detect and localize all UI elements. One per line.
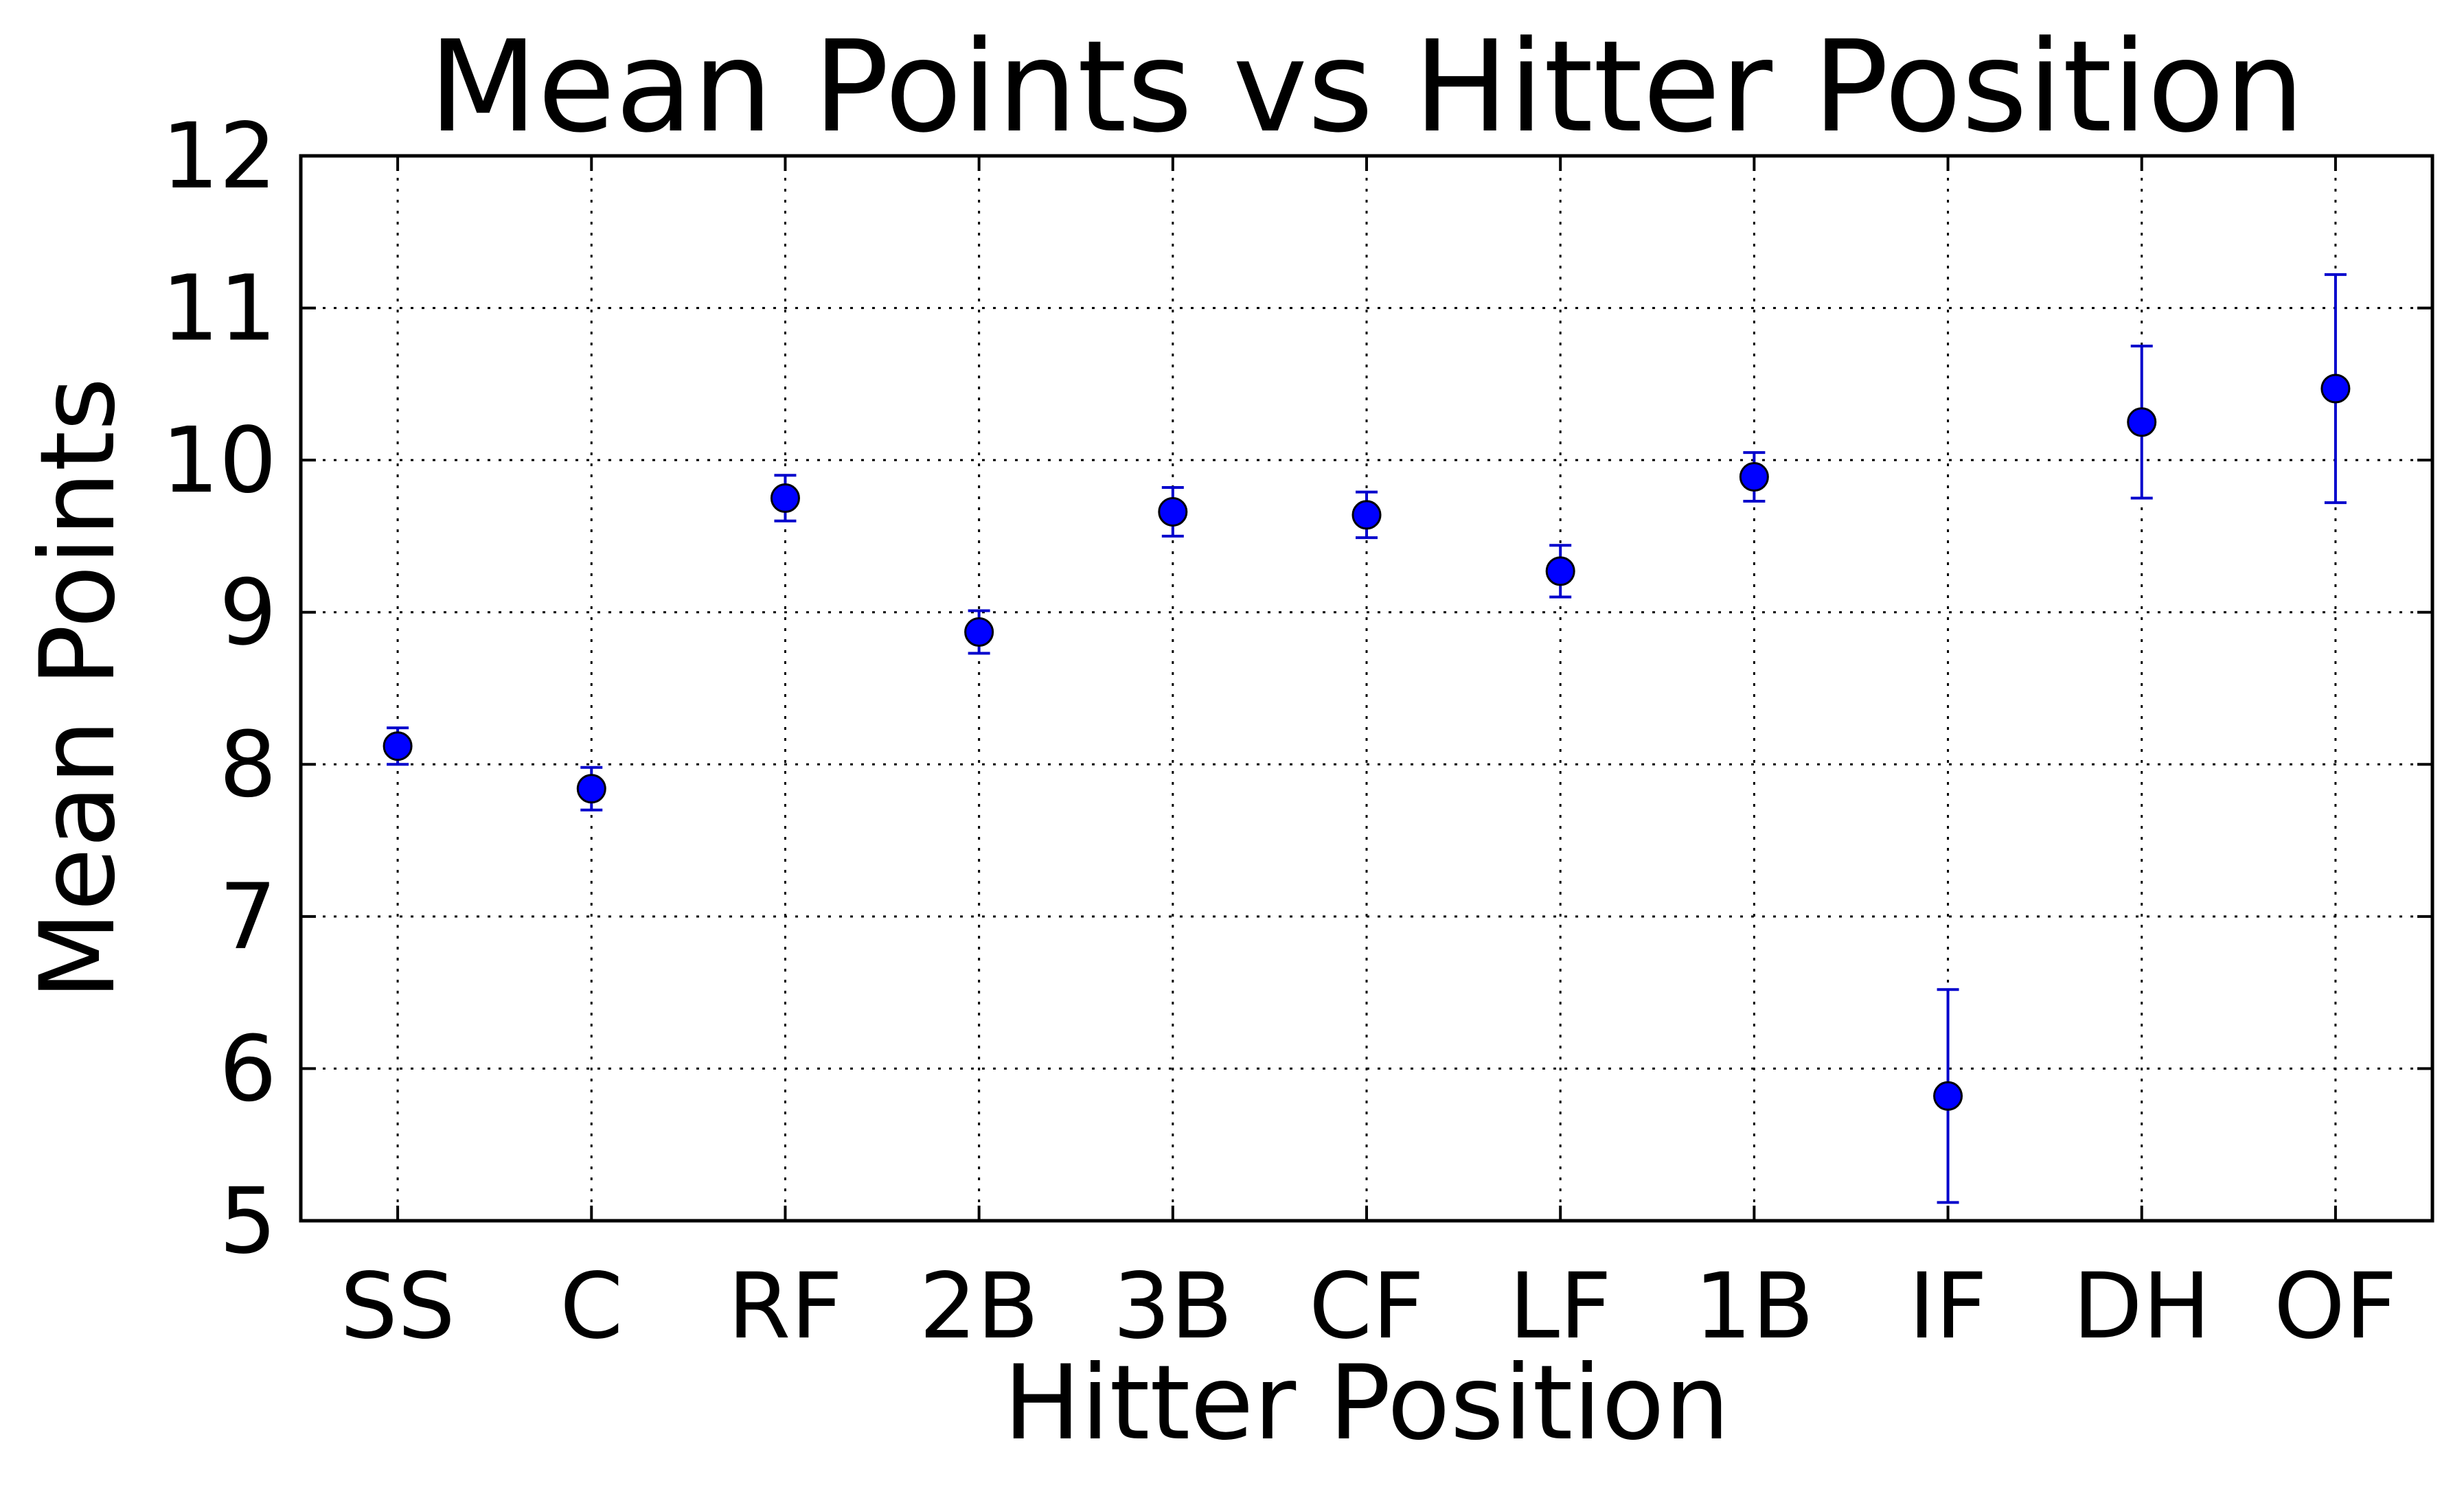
- y-tick-label: 10: [161, 408, 277, 514]
- y-tick-label: 9: [219, 560, 277, 666]
- x-tick-label: CF: [1309, 1254, 1424, 1359]
- data-point: [2320, 374, 2351, 404]
- x-tick-label: OF: [2274, 1254, 2397, 1359]
- x-tick-label: 3B: [1113, 1254, 1233, 1359]
- data-point: [1158, 496, 1188, 527]
- y-axis-ticks: 5 6 7 8 9 10 11 12: [161, 104, 2432, 1274]
- x-tick-label: C: [560, 1254, 623, 1359]
- x-axis-label: Hitter Position: [1003, 1344, 1730, 1463]
- data-point: [1545, 556, 1575, 586]
- x-tick-label: IF: [1908, 1254, 1987, 1359]
- data-point: [383, 731, 413, 761]
- data-points: [383, 374, 2351, 1111]
- data-point: [1739, 462, 1769, 492]
- y-tick-label: 12: [161, 104, 277, 209]
- y-tick-label: 5: [219, 1169, 277, 1274]
- y-tick-label: 6: [219, 1016, 277, 1122]
- plot-frame: [299, 154, 2434, 1223]
- x-tick-label: DH: [2073, 1254, 2211, 1359]
- data-point: [1933, 1081, 1963, 1111]
- x-tick-label: LF: [1509, 1254, 1611, 1359]
- data-point: [1351, 500, 1382, 530]
- x-tick-label: SS: [340, 1254, 455, 1359]
- data-point: [770, 483, 800, 514]
- chart-title: Mean Points vs Hitter Position: [429, 14, 2305, 161]
- y-tick-label: 8: [219, 712, 277, 818]
- data-point: [964, 617, 994, 647]
- data-point: [576, 774, 606, 804]
- x-tick-label: RF: [728, 1254, 843, 1359]
- y-tick-label: 7: [219, 864, 277, 970]
- x-tick-label: 2B: [919, 1254, 1039, 1359]
- x-tick-label: 1B: [1694, 1254, 1814, 1359]
- x-axis-ticks: SS C RF 2B 3B CF LF 1B IF DH OF: [340, 156, 2397, 1359]
- y-tick-label: 11: [161, 256, 277, 362]
- data-point: [2127, 407, 2157, 437]
- y-axis-label: Mean Points: [19, 378, 138, 1000]
